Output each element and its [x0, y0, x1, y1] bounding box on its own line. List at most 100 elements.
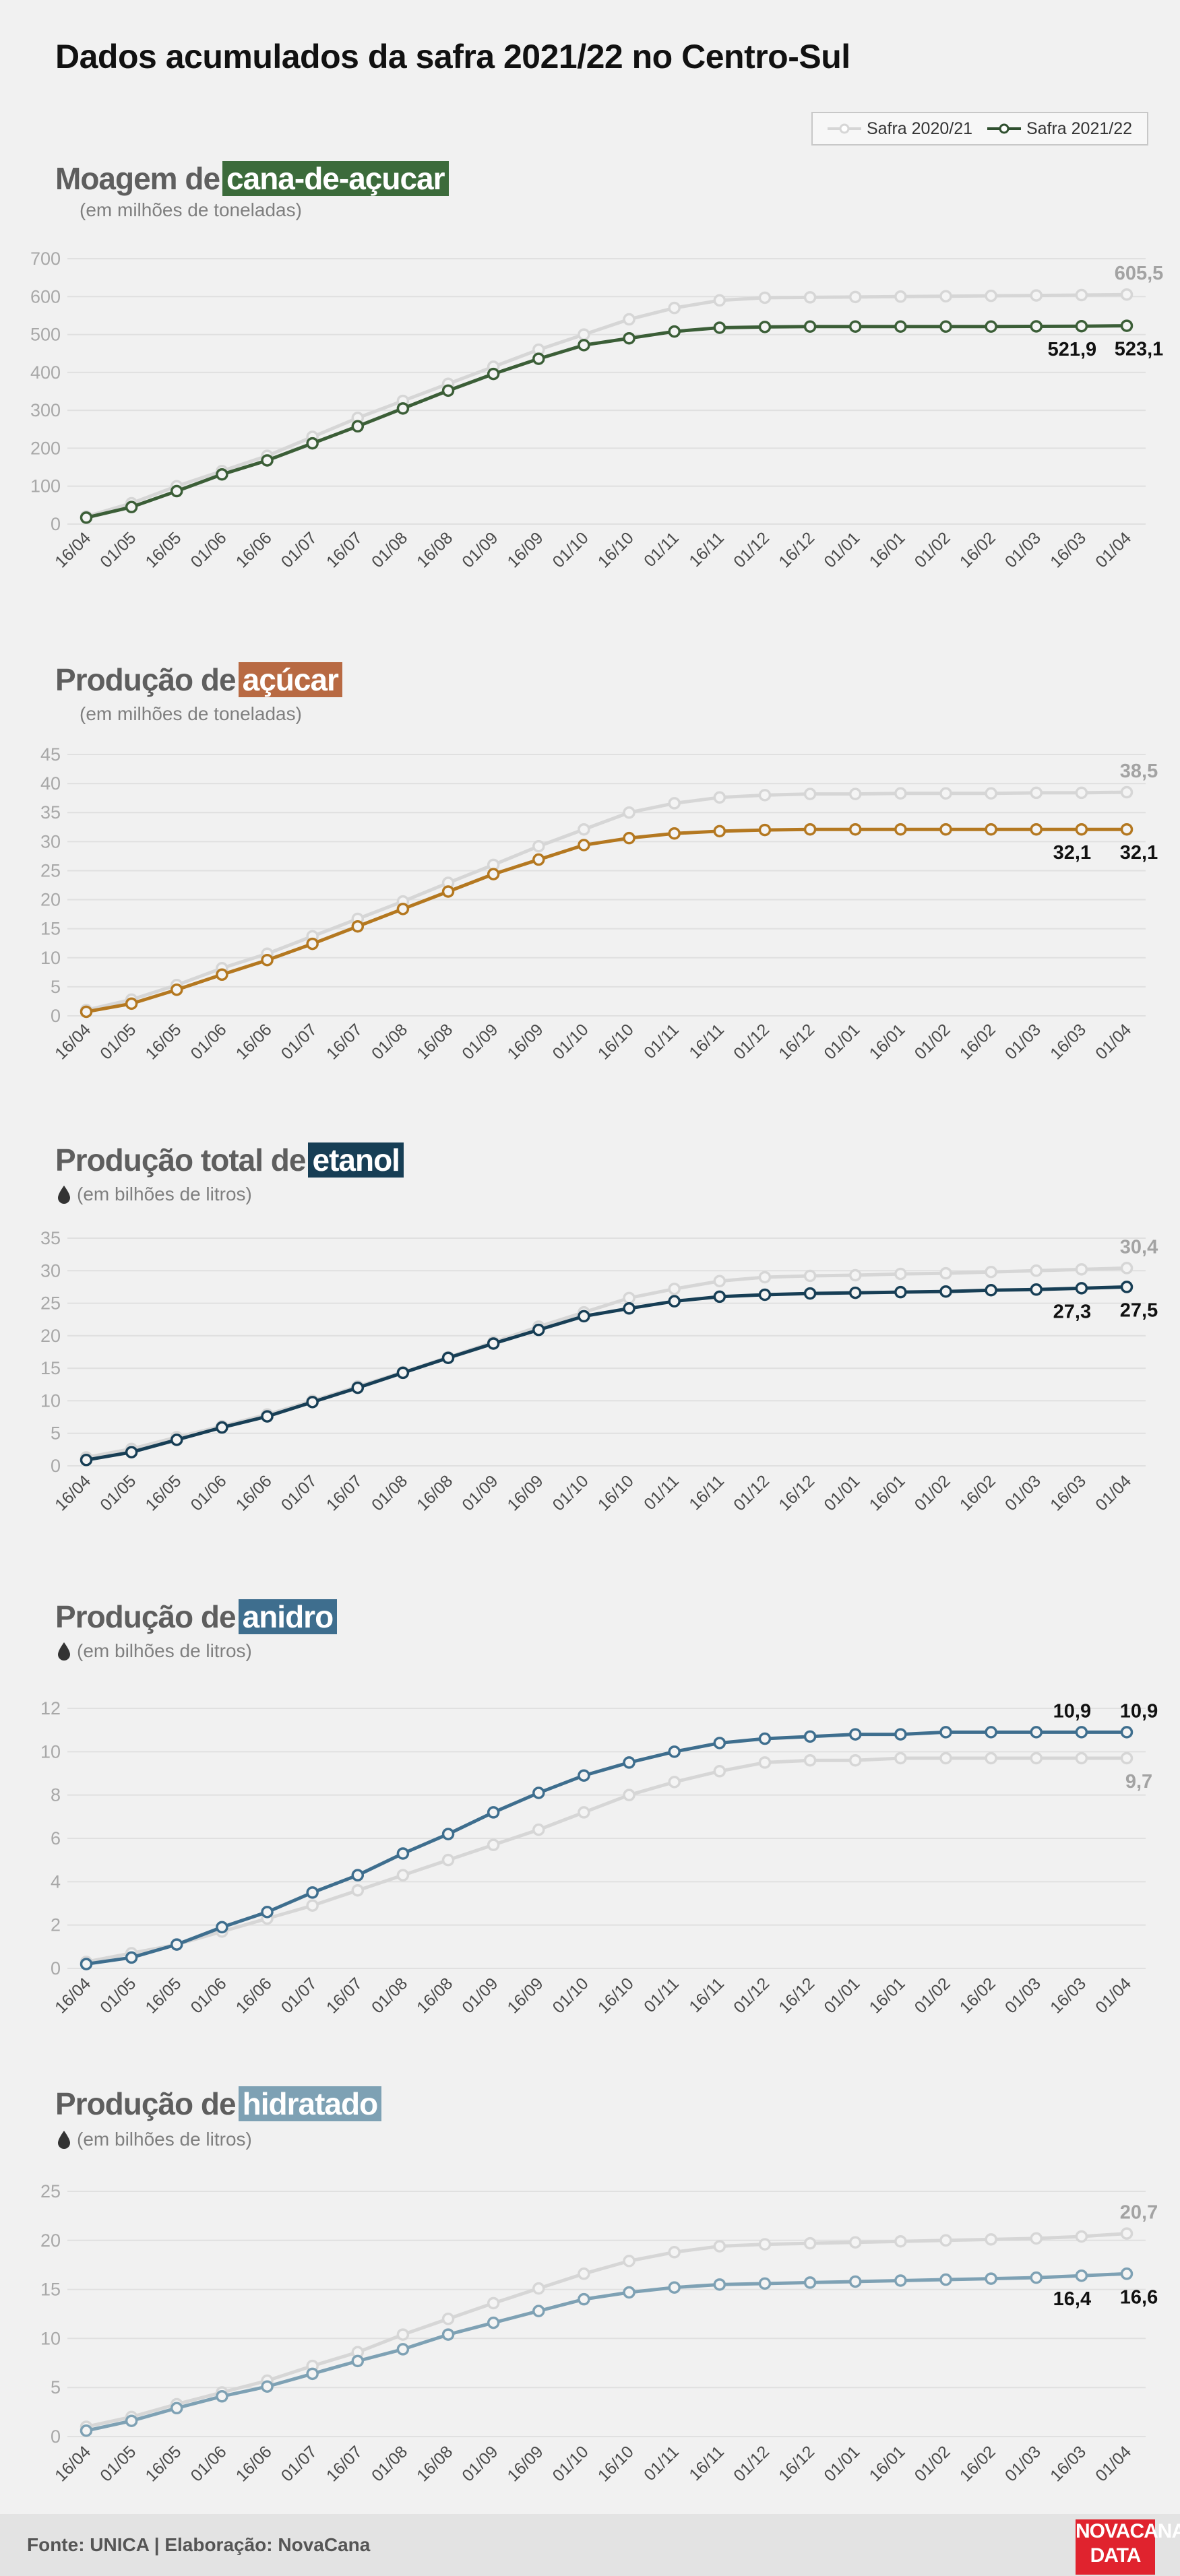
data-point[interactable]	[1030, 2271, 1043, 2284]
data-point[interactable]	[261, 953, 274, 967]
data-point[interactable]	[1030, 786, 1043, 800]
data-point[interactable]	[261, 1410, 274, 1423]
data-point[interactable]	[894, 320, 907, 333]
data-point[interactable]	[306, 1396, 319, 1409]
data-point[interactable]	[803, 2276, 817, 2289]
data-point[interactable]	[1030, 1726, 1043, 1739]
data-point[interactable]	[1120, 2267, 1134, 2280]
data-point[interactable]	[1075, 1726, 1088, 1739]
data-point[interactable]	[623, 831, 635, 845]
data-point[interactable]	[1075, 786, 1088, 800]
data-point[interactable]	[939, 1726, 952, 1739]
data-point[interactable]	[532, 1786, 545, 1799]
data-point[interactable]	[758, 1756, 772, 1769]
data-point[interactable]	[939, 1266, 952, 1280]
data-point[interactable]	[848, 320, 862, 333]
data-point[interactable]	[623, 1302, 635, 1315]
data-point[interactable]	[487, 1337, 500, 1350]
data-point[interactable]	[668, 1295, 681, 1308]
data-point[interactable]	[80, 2424, 93, 2437]
data-point[interactable]	[216, 2390, 228, 2403]
data-point[interactable]	[396, 1869, 410, 1881]
data-point[interactable]	[713, 1737, 726, 1749]
data-point[interactable]	[1075, 823, 1088, 836]
data-point[interactable]	[803, 1287, 817, 1300]
data-point[interactable]	[351, 420, 365, 433]
novacana-logo[interactable]: NOVACANA DATA	[1076, 2519, 1180, 2575]
data-point[interactable]	[441, 2313, 455, 2325]
data-point[interactable]	[261, 1906, 274, 1919]
data-point[interactable]	[125, 501, 138, 513]
data-point[interactable]	[487, 868, 500, 880]
data-point[interactable]	[623, 1291, 635, 1305]
data-point[interactable]	[985, 1284, 997, 1297]
data-point[interactable]	[894, 1751, 907, 1765]
data-point[interactable]	[170, 983, 183, 996]
data-point[interactable]	[713, 2278, 726, 2291]
data-point[interactable]	[578, 1769, 590, 1782]
data-point[interactable]	[894, 2274, 907, 2287]
data-point[interactable]	[939, 2273, 952, 2286]
data-point[interactable]	[441, 384, 455, 397]
data-point[interactable]	[668, 2281, 681, 2294]
data-point[interactable]	[623, 2255, 635, 2267]
data-point[interactable]	[532, 352, 545, 365]
data-point[interactable]	[1075, 288, 1088, 302]
data-point[interactable]	[623, 1756, 635, 1769]
data-point[interactable]	[578, 1806, 590, 1819]
data-point[interactable]	[532, 2282, 545, 2295]
data-point[interactable]	[487, 2296, 500, 2310]
data-point[interactable]	[532, 853, 545, 866]
data-point[interactable]	[668, 301, 681, 315]
data-point[interactable]	[1120, 1281, 1134, 1293]
data-point[interactable]	[1120, 319, 1134, 332]
data-point[interactable]	[396, 402, 410, 415]
data-point[interactable]	[1120, 823, 1134, 836]
data-point[interactable]	[532, 839, 545, 853]
data-point[interactable]	[894, 1728, 907, 1741]
data-point[interactable]	[1120, 288, 1134, 301]
data-point[interactable]	[985, 320, 997, 333]
data-point[interactable]	[487, 2316, 500, 2329]
data-point[interactable]	[306, 2367, 319, 2381]
data-point[interactable]	[261, 2380, 274, 2393]
data-point[interactable]	[1075, 1263, 1088, 1276]
data-point[interactable]	[1075, 319, 1088, 333]
data-point[interactable]	[578, 2292, 590, 2306]
data-point[interactable]	[894, 1267, 907, 1281]
data-point[interactable]	[1120, 2227, 1134, 2240]
data-point[interactable]	[170, 1434, 183, 1446]
data-point[interactable]	[623, 313, 635, 326]
data-point[interactable]	[713, 1290, 726, 1303]
data-point[interactable]	[668, 1283, 681, 1295]
data-point[interactable]	[170, 2402, 183, 2415]
data-point[interactable]	[396, 1366, 410, 1380]
data-point[interactable]	[848, 1753, 862, 1767]
data-point[interactable]	[487, 367, 500, 381]
data-point[interactable]	[848, 2275, 862, 2288]
data-point[interactable]	[713, 321, 726, 334]
data-point[interactable]	[758, 321, 772, 333]
data-point[interactable]	[125, 2414, 138, 2427]
data-point[interactable]	[441, 2328, 455, 2341]
data-point[interactable]	[1120, 1262, 1134, 1275]
data-point[interactable]	[1030, 1751, 1043, 1765]
data-point[interactable]	[80, 1005, 93, 1019]
data-point[interactable]	[441, 1853, 455, 1867]
data-point[interactable]	[668, 827, 681, 840]
data-point[interactable]	[848, 787, 862, 800]
data-point[interactable]	[487, 1806, 500, 1819]
data-point[interactable]	[532, 1823, 545, 1836]
data-point[interactable]	[351, 1883, 365, 1897]
data-point[interactable]	[985, 289, 997, 302]
data-point[interactable]	[306, 1899, 319, 1912]
data-point[interactable]	[216, 1921, 228, 1934]
data-point[interactable]	[216, 968, 228, 981]
data-point[interactable]	[170, 484, 183, 498]
data-point[interactable]	[758, 1270, 772, 1284]
data-point[interactable]	[396, 2343, 410, 2356]
data-point[interactable]	[306, 437, 319, 450]
data-point[interactable]	[668, 1745, 681, 1758]
data-point[interactable]	[894, 823, 907, 836]
data-point[interactable]	[261, 454, 274, 467]
